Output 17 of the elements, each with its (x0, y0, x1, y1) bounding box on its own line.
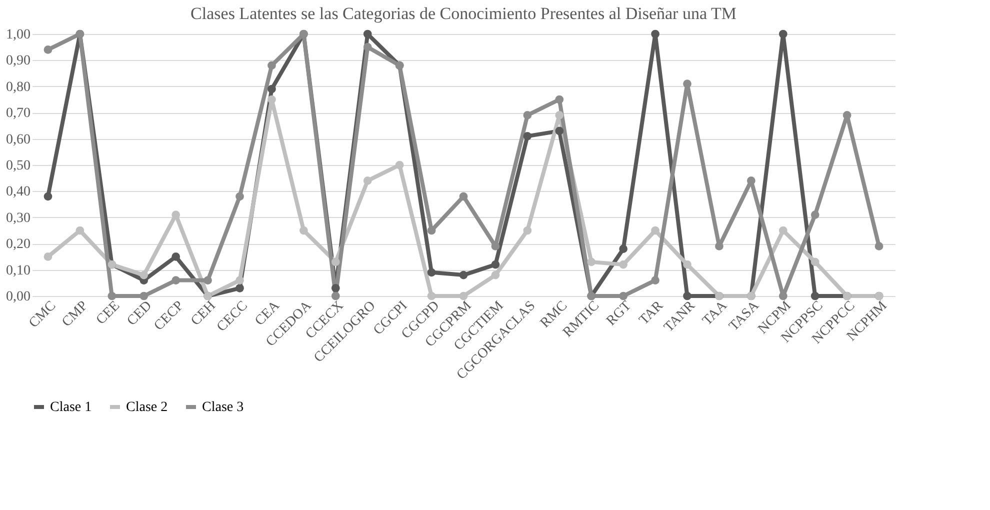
x-tick-label: CED (124, 298, 155, 329)
y-tick-label: 0,20 (6, 237, 30, 252)
y-tick-label: 0,70 (6, 106, 30, 122)
legend-label: Clase 1 (50, 400, 92, 415)
chart-title: Clases Latentes se las Categorias de Conocimiento Presentes al Diseñar una TM (190, 4, 736, 23)
y-tick-label: 0,00 (6, 290, 30, 304)
x-tick-label: CEE (94, 298, 124, 328)
y-tick-label: 0,10 (6, 263, 30, 278)
y-tick-label: 0,30 (6, 210, 30, 226)
legend-label: Clase 2 (126, 400, 168, 415)
y-tick-label: 0,60 (6, 132, 30, 148)
y-tick-label: 0,80 (6, 80, 30, 95)
legend-label: Clase 3 (202, 400, 244, 415)
y-tick-label: 0,50 (6, 158, 30, 174)
y-tick-label: 0,90 (6, 54, 30, 69)
y-tick-label: 1,00 (6, 28, 30, 42)
y-tick-label: 0,40 (6, 184, 30, 200)
